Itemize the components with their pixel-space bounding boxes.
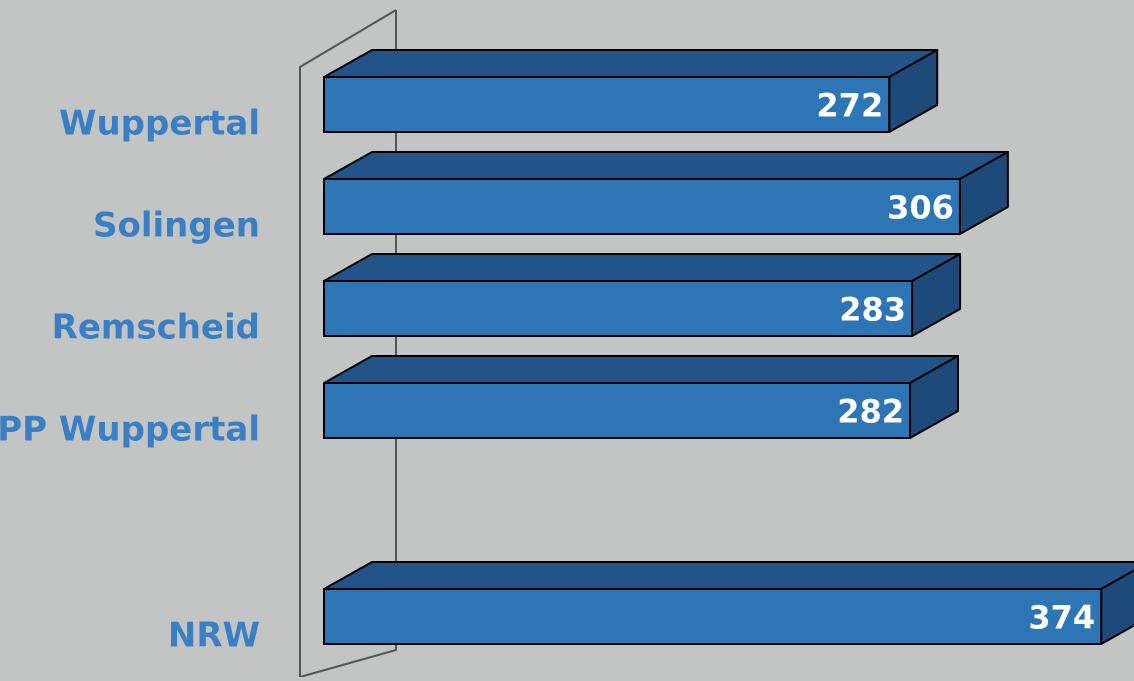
bar-top-face — [323, 355, 959, 384]
bar-1: 306 — [323, 151, 1009, 235]
bar-front-face — [323, 382, 911, 439]
category-labels-group: Wuppertal Solingen Remscheid PP Wuppertal NR… — [0, 104, 260, 656]
bar-value-label: 272 — [816, 87, 883, 125]
bars-group: 272 306 283 282 374 — [323, 49, 1134, 645]
bar-3: 282 — [323, 355, 959, 439]
bar-2: 283 — [323, 253, 962, 337]
bar-value-label: 282 — [837, 393, 904, 431]
bar-value-label: 283 — [839, 291, 906, 329]
category-label: NRW — [168, 616, 260, 656]
bar-value-label: 306 — [887, 189, 954, 227]
category-label: Solingen — [93, 206, 260, 246]
bar-front-face — [323, 76, 891, 133]
bar-4: 374 — [323, 561, 1134, 645]
category-label: PP Wuppertal — [0, 410, 260, 450]
bar-top-face — [323, 253, 962, 282]
bar-top-face — [323, 151, 1009, 180]
bar-front-face — [323, 588, 1103, 645]
bar-value-label: 374 — [1028, 599, 1095, 637]
category-label: Remscheid — [52, 308, 260, 348]
bar-front-face — [323, 280, 914, 337]
bar-front-face — [323, 178, 961, 235]
bar-top-face — [323, 49, 939, 78]
category-label: Wuppertal — [59, 104, 260, 144]
bar-0: 272 — [323, 49, 939, 133]
bar-top-face — [323, 561, 1134, 590]
